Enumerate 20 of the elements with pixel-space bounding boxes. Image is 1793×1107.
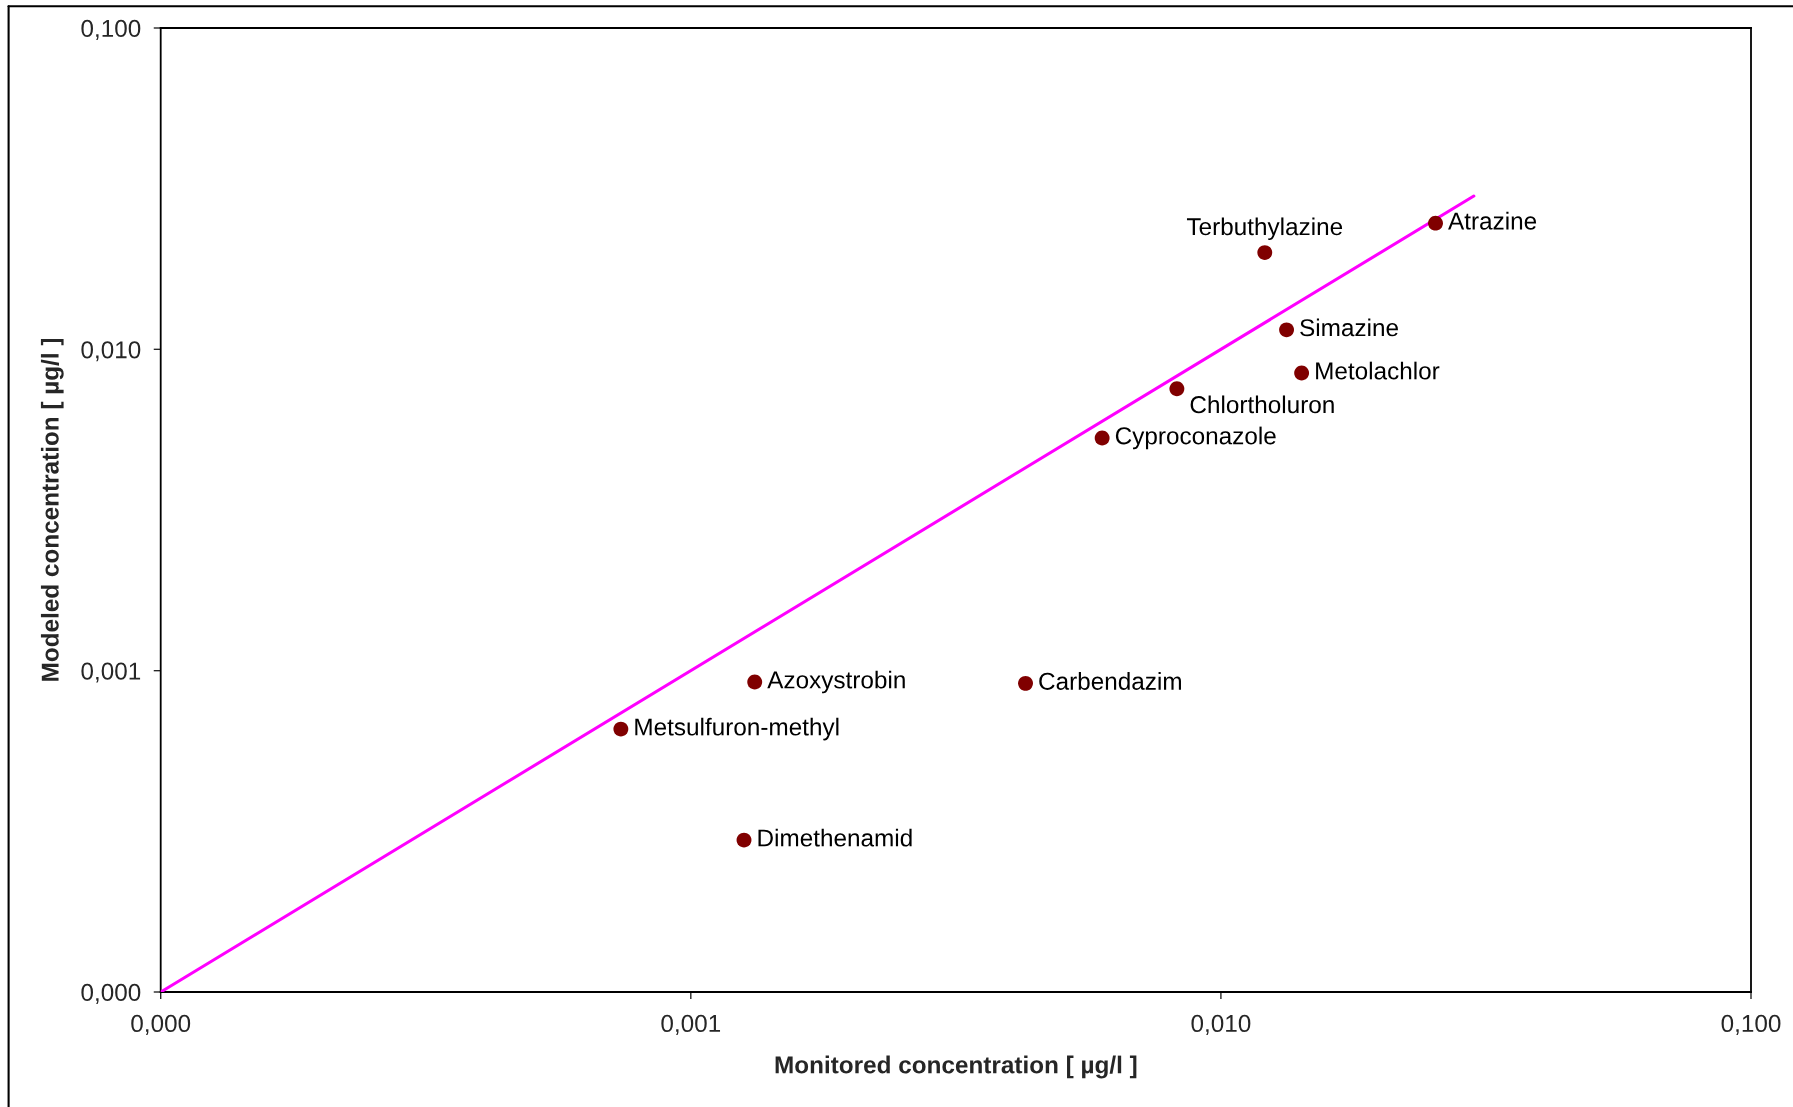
y-tick-label: 0,001 <box>81 662 141 683</box>
annotation: Cyproconazole <box>1115 426 1276 450</box>
x-tick-label: 0,100 <box>1721 1014 1781 1035</box>
annotation: Terbuthylazine <box>1186 217 1343 241</box>
x-tick-label: 0,000 <box>131 1014 191 1035</box>
annotation: Carbendazim <box>1039 672 1181 690</box>
y-tick-label: 0,100 <box>81 19 141 40</box>
annotation: Atrazine <box>1448 211 1537 230</box>
y-axis-title: Modeled concentration [ µg/l ] <box>40 338 64 681</box>
y-tick-label: 0,010 <box>81 341 141 362</box>
annotation: Dimethenamid <box>758 828 912 847</box>
y-tick-label: 0,000 <box>81 983 141 1004</box>
annotation: Metsulfuron-methyl <box>635 717 839 741</box>
x-axis-title: Monitored concentration [ µg/l ] <box>775 1055 1137 1079</box>
annotation: Metolachlor <box>1316 361 1440 380</box>
annotation: Chlortholuron <box>1190 395 1334 414</box>
x-tick-label: 0,001 <box>661 1014 721 1035</box>
annotation: Simazine <box>1300 318 1398 337</box>
x-tick-label: 0,010 <box>1191 1014 1251 1035</box>
annotation: Azoxystrobin <box>767 670 905 694</box>
